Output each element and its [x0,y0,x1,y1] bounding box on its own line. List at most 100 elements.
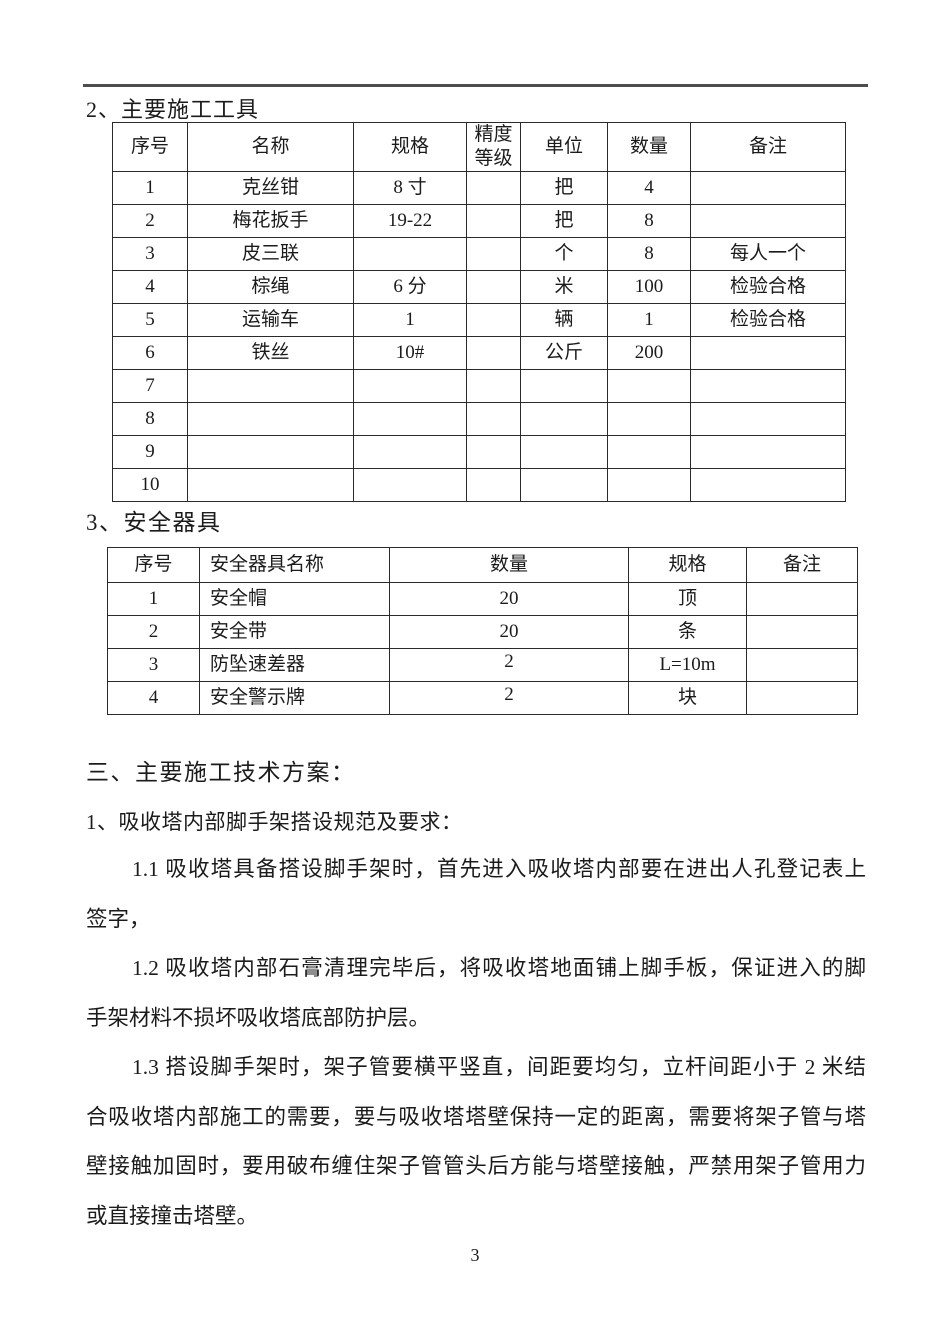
paragraph-line: 手架材料不损坏吸收塔底部防护层。 [86,1005,431,1030]
table-cell [466,269,521,304]
body-paragraphs: 1.1 吸收塔具备搭设脚手架时，首先进入吸收塔内部要在进出人孔登记表上 签字， … [86,845,866,1241]
column-header: 数量 [607,122,691,172]
table-cell: 1 [607,302,691,337]
table-cell: 8 [607,236,691,271]
table-cell: 梅花扳手 [187,203,354,238]
table-cell: 6 [112,335,188,370]
table-cell [466,236,521,271]
paragraph-line: 或直接撞击塔壁。 [86,1203,259,1228]
table-cell: 19-22 [353,203,467,238]
table-cell [466,434,521,469]
table-cell: 2 [389,648,629,682]
table-cell [607,368,691,403]
paragraph-line: 1.1 吸收塔具备搭设脚手架时，首先进入吸收塔内部要在进出人孔登记表上 [132,857,866,881]
column-header: 备注 [746,547,858,583]
column-header: 名称 [187,122,354,172]
column-header: 序号 [107,547,200,583]
table-cell: 2 [112,203,188,238]
table-cell: 安全帽 [199,582,390,616]
table-cell [466,302,521,337]
table-cell [690,467,846,502]
column-header: 规格 [628,547,747,583]
table-cell: 辆 [520,302,608,337]
table-cell: 4 [607,170,691,205]
tools-table: 序号 名称 规格 精度等级 单位 数量 备注 1 克丝钳 8 寸 把 4 2 梅 [112,122,846,502]
table-cell: 4 [112,269,188,304]
table-cell [746,582,858,616]
table-row: 1 克丝钳 8 寸 把 4 [112,170,846,205]
table-cell [690,335,846,370]
table-cell [690,368,846,403]
table-cell: 个 [520,236,608,271]
table-cell: 条 [628,615,747,649]
table-cell: 检验合格 [690,269,846,304]
table-cell [690,434,846,469]
paragraph-line: 1.3 搭设脚手架时，架子管要横平竖直，间距要均匀，立杆间距小于 2 米结 [132,1055,866,1079]
table-row: 4 安全警示牌 2 块 [107,681,858,715]
table-cell: 铁丝 [187,335,354,370]
section-heading-tools: 2、主要施工工具 [86,97,260,122]
table-cell [187,467,354,502]
table-row: 9 [112,434,846,469]
table-cell [466,335,521,370]
table-cell: L=10m [628,648,747,682]
table-cell [466,401,521,436]
table-cell: 皮三联 [187,236,354,271]
paragraph-line: 1.2 吸收塔内部石膏清理完毕后，将吸收塔地面铺上脚手板，保证进入的脚 [132,956,866,980]
table-cell [520,467,608,502]
column-header: 精度等级 [466,122,521,172]
table-cell: 棕绳 [187,269,354,304]
table-row: 3 防坠速差器 2 L=10m [107,648,858,682]
table-row: 3 皮三联 个 8 每人一个 [112,236,846,271]
table-cell: 8 寸 [353,170,467,205]
paragraph-line: 壁接触加固时，要用破布缠住架子管管头后方能与塔壁接触，严禁用架子管用力 [86,1154,866,1178]
column-header: 序号 [112,122,188,172]
table-cell: 2 [389,681,629,715]
table-cell: 100 [607,269,691,304]
table-cell: 把 [520,203,608,238]
table-cell [746,648,858,682]
table-cell: 5 [112,302,188,337]
table-row: 10 [112,467,846,502]
table-cell [690,203,846,238]
table-cell: 10# [353,335,467,370]
table-cell: 1 [353,302,467,337]
section-heading-plan: 三、主要施工技术方案： [86,760,356,785]
table-cell: 米 [520,269,608,304]
table-cell: 每人一个 [690,236,846,271]
table-cell: 7 [112,368,188,403]
table-cell: 8 [112,401,188,436]
table-cell: 3 [107,648,200,682]
table-cell: 10 [112,467,188,502]
table-row: 2 梅花扳手 19-22 把 8 [112,203,846,238]
column-header: 备注 [690,122,846,172]
paragraph-line: 签字， [86,906,151,931]
table-cell: 1 [112,170,188,205]
table-cell [466,368,521,403]
table-cell [607,434,691,469]
table-cell [353,434,467,469]
table-cell: 检验合格 [690,302,846,337]
table-cell [520,434,608,469]
table-cell: 8 [607,203,691,238]
table-cell: 2 [107,615,200,649]
table-cell: 克丝钳 [187,170,354,205]
header-rule [83,84,868,87]
table-cell [353,401,467,436]
table-cell: 3 [112,236,188,271]
table-row: 7 [112,368,846,403]
table-cell [353,368,467,403]
column-header: 数量 [389,547,629,583]
table-cell [353,236,467,271]
table-cell: 20 [389,582,629,616]
table-cell [690,170,846,205]
table-cell [690,401,846,436]
table-cell [353,467,467,502]
table-row: 2 安全带 20 条 [107,615,858,649]
table-cell [746,615,858,649]
section-subheading-scaffold: 1、吸收塔内部脚手架搭设规范及要求： [86,810,463,834]
table-cell [187,401,354,436]
paragraph-line: 合吸收塔内部施工的需要，要与吸收塔塔壁保持一定的距离，需要将架子管与塔 [86,1104,866,1129]
table-cell [607,401,691,436]
table-cell: 20 [389,615,629,649]
